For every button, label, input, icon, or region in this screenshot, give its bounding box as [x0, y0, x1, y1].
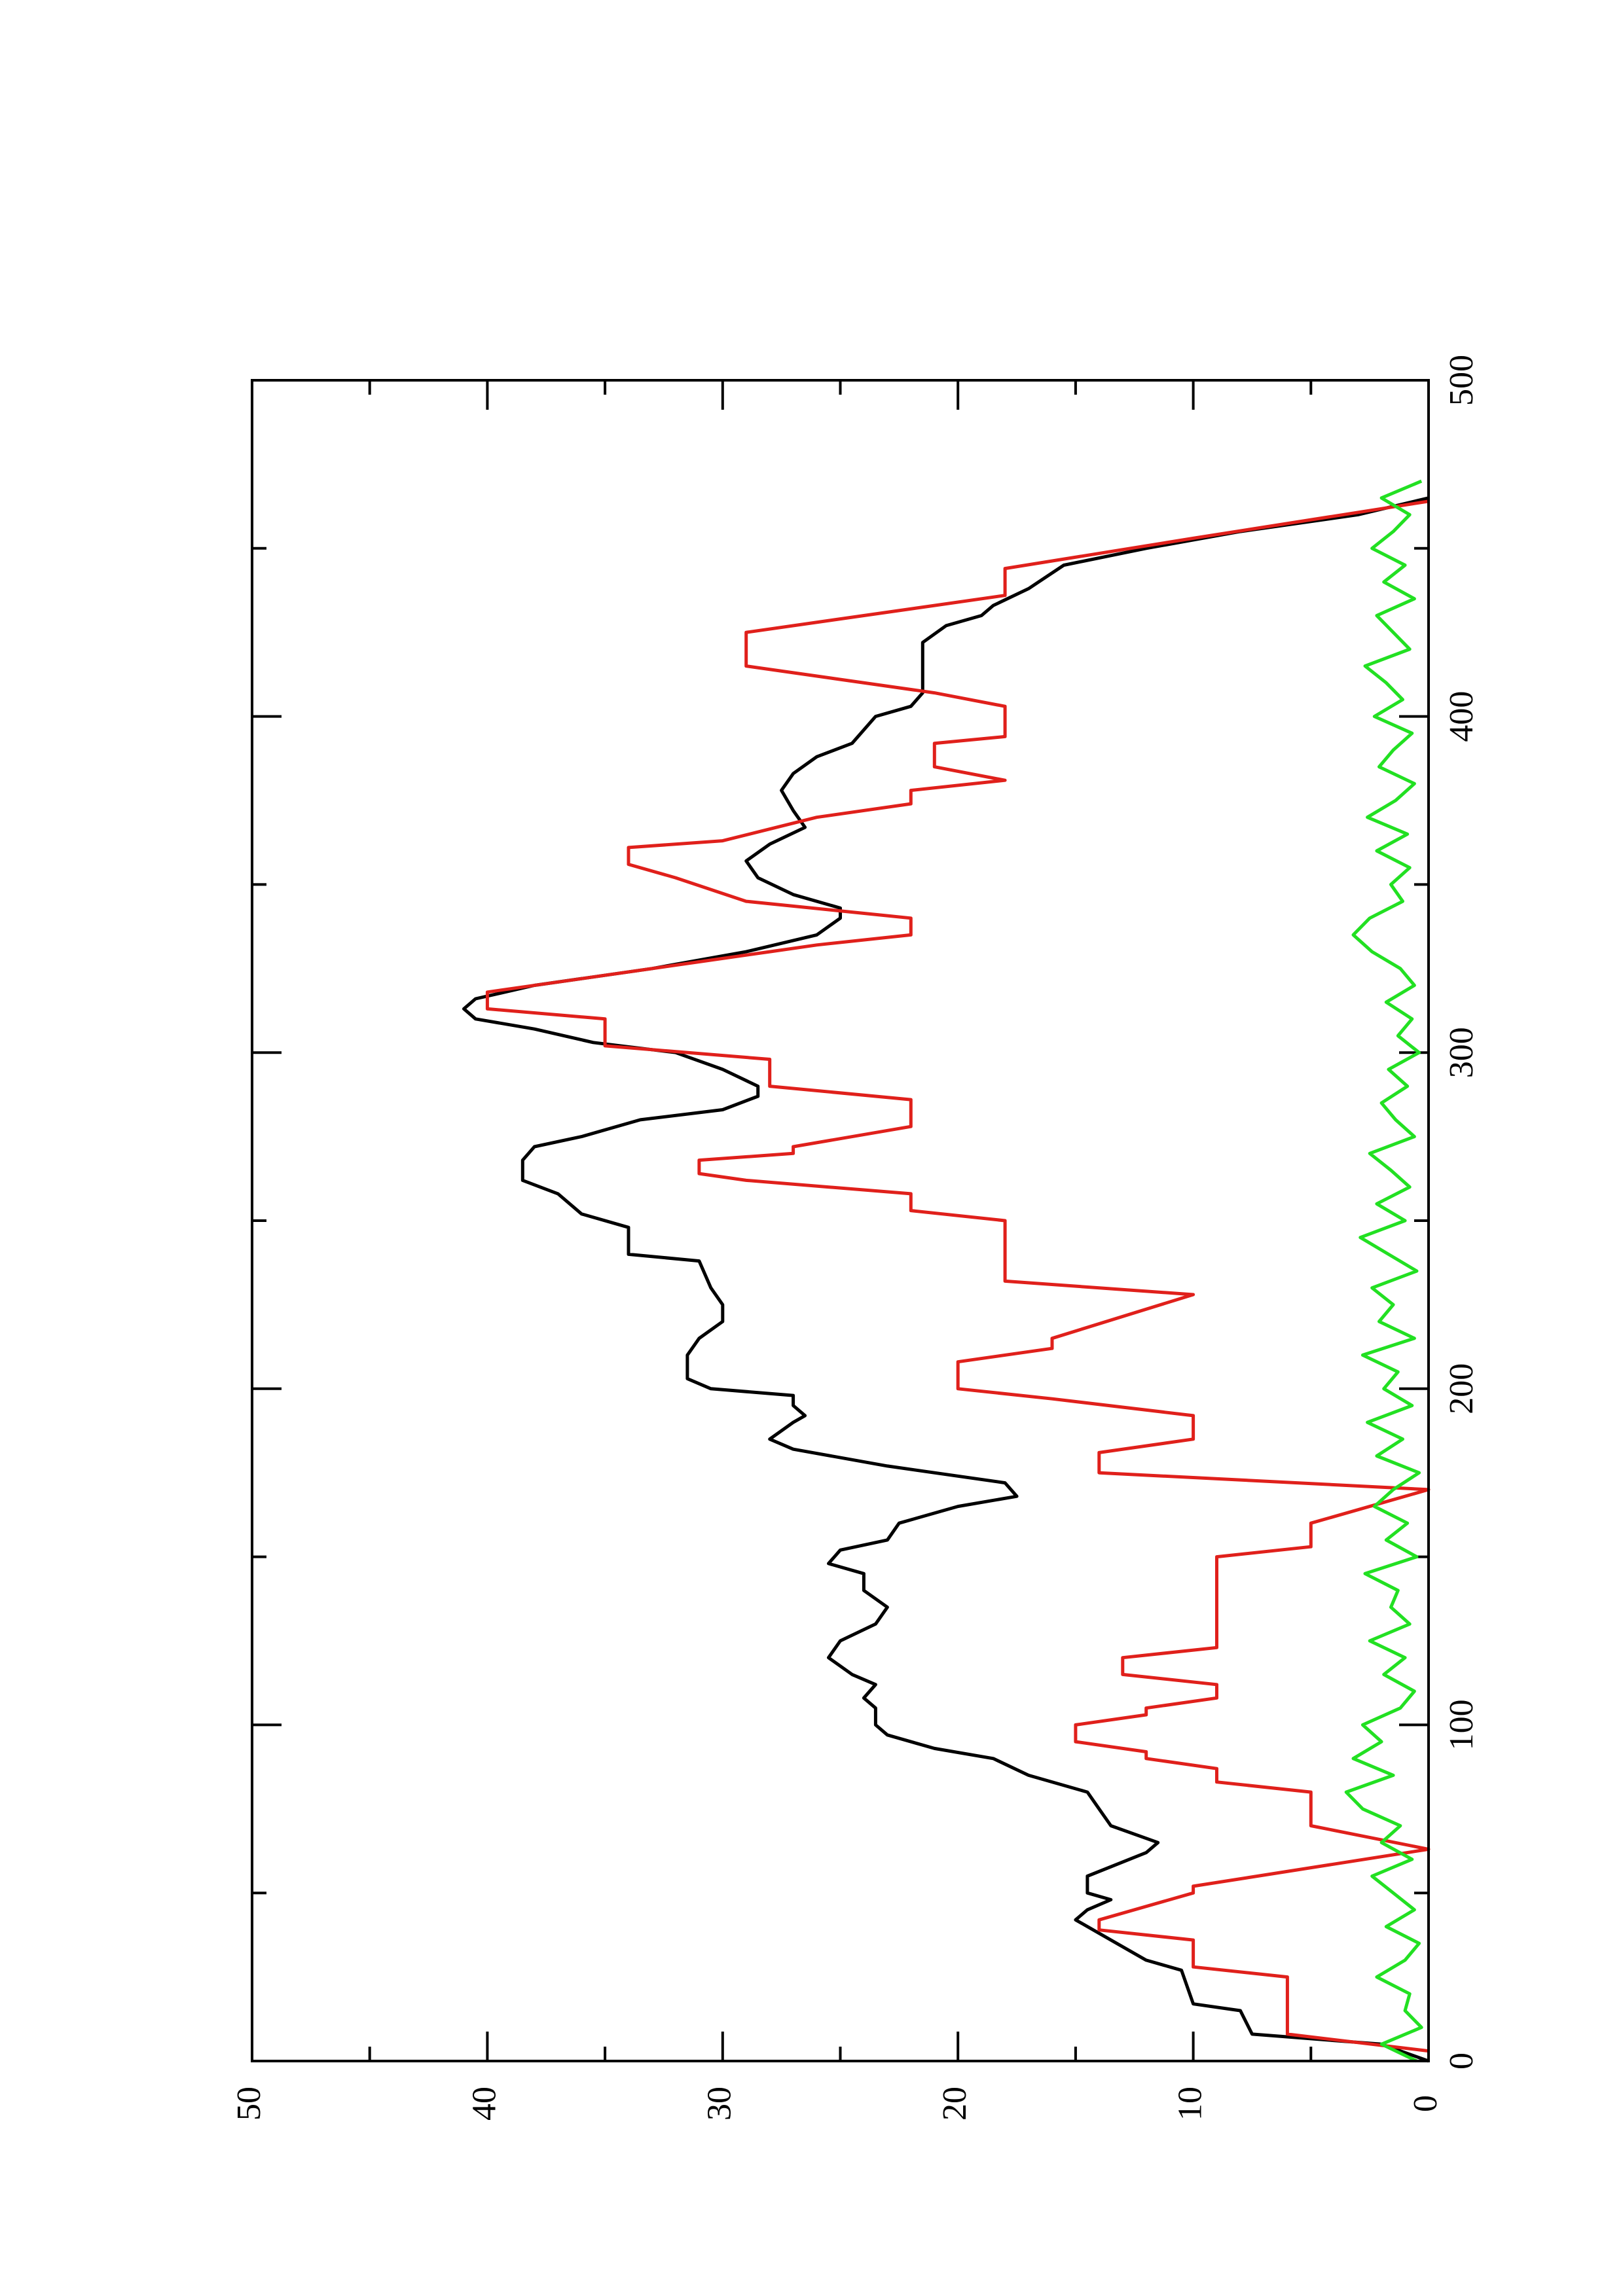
y-tick-label: 0 — [1407, 2095, 1444, 2112]
data-line — [462, 496, 1429, 2063]
x-tick-label: 200 — [1443, 1363, 1480, 1414]
y-tick-label: 20 — [936, 2087, 974, 2121]
data-line — [1344, 479, 1423, 2063]
x-tick-label: 300 — [1443, 1027, 1480, 1078]
y-tick-label: 40 — [465, 2087, 503, 2121]
x-tick-label: 100 — [1443, 1699, 1480, 1750]
y-tick-label: 10 — [1172, 2087, 1209, 2121]
y-tick-label: 50 — [230, 2087, 268, 2121]
x-tick-label: 500 — [1443, 355, 1480, 406]
x-tick-label: 0 — [1443, 2053, 1480, 2070]
data-line — [485, 499, 1431, 2053]
x-tick-label: 400 — [1443, 691, 1480, 742]
plot-frame — [251, 379, 1430, 2062]
y-tick-label: 30 — [701, 2087, 739, 2121]
